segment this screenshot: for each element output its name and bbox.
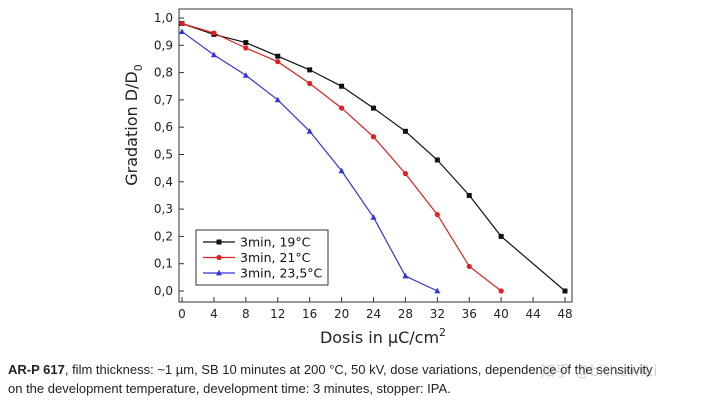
caption-line-1-text: , film thickness: ~1 µm, SB 10 minutes a… — [64, 362, 653, 377]
data-point — [179, 28, 185, 35]
x-tick-label: 44 — [525, 307, 540, 321]
data-point — [338, 105, 345, 111]
y-tick-label: 1,0 — [154, 11, 173, 25]
y-tick-label: 0,1 — [154, 257, 173, 271]
series-layer — [179, 20, 568, 294]
legend-item: 3min, 23,5°C — [203, 266, 323, 281]
figure-caption: AR-P 617, film thickness: ~1 µm, SB 10 m… — [8, 360, 714, 398]
legend-label: 3min, 21°C — [240, 250, 311, 265]
y-tick-label: 0,8 — [154, 66, 173, 80]
x-tick-label: 48 — [557, 307, 572, 321]
data-point — [402, 171, 409, 177]
x-axis-title-unit: μC/cm — [388, 328, 439, 347]
legend-marker — [216, 239, 222, 245]
data-point — [338, 167, 345, 174]
data-point — [275, 53, 281, 59]
data-point — [274, 96, 281, 103]
gradation-chart: 0 4 8 12 16 20 24 28 32 36 40 44 48 0,00,10,20,30,40… — [122, 8, 573, 347]
data-point — [434, 157, 440, 163]
x-tick-label: 24 — [366, 307, 381, 321]
data-point — [242, 72, 249, 78]
x-tick-label: 28 — [398, 307, 413, 321]
y-tick-label: 0,6 — [154, 120, 173, 134]
y-axis: 0,0 0,1 0,2 0,3 0,4 0,5 0,6 0,7 0,8 0,9 1,0 — [154, 11, 184, 298]
data-point — [370, 214, 377, 220]
x-tick-label: 4 — [210, 307, 218, 321]
data-point — [402, 272, 409, 279]
x-tick-label: 32 — [430, 307, 445, 321]
legend-marker — [216, 269, 222, 276]
y-tick-label: 0,2 — [154, 229, 173, 243]
y-axis-title: Gradation D/D0 — [122, 64, 145, 186]
legend-item: 3min, 21°C — [203, 250, 311, 265]
legend-marker — [216, 254, 222, 261]
data-point — [275, 59, 281, 65]
y-tick-label: 0,4 — [154, 175, 173, 189]
data-point — [434, 287, 441, 294]
x-tick-label: 0 — [178, 307, 186, 321]
y-tick-label: 0,7 — [154, 93, 173, 107]
data-point — [498, 288, 504, 294]
x-axis: 0 4 8 12 16 20 24 28 32 36 40 44 48 — [178, 297, 573, 321]
x-tick-label: 40 — [494, 307, 509, 321]
legend-item: 3min, 19°C — [203, 235, 311, 250]
legend-label: 3min, 23,5°C — [240, 266, 323, 281]
x-tick-label: 20 — [334, 307, 349, 321]
y-axis-title-sub: 0 — [132, 64, 145, 71]
x-axis-title-main: Dosis in — [320, 328, 388, 347]
y-tick-label: 0,3 — [154, 202, 173, 216]
data-point — [371, 105, 376, 111]
y-tick-label: 0,5 — [154, 148, 173, 162]
data-point — [498, 233, 504, 239]
data-point — [243, 45, 249, 51]
data-point — [243, 40, 249, 46]
x-axis-title-exp: 2 — [439, 326, 446, 339]
data-point — [211, 30, 217, 36]
data-point — [179, 20, 185, 27]
series-3 — [179, 28, 441, 294]
plot-frame — [178, 8, 573, 303]
x-tick-label: 12 — [270, 307, 285, 321]
data-point — [307, 80, 313, 87]
data-point — [307, 67, 313, 73]
y-tick-label: 0,9 — [154, 38, 173, 52]
x-tick-label: 36 — [462, 307, 477, 321]
data-point — [562, 288, 568, 294]
caption-line-2: on the development temperature, developm… — [8, 381, 451, 396]
y-axis-title-main: Gradation D/D — [122, 71, 141, 186]
caption-product: AR-P 617 — [8, 362, 65, 377]
series-2 — [179, 20, 504, 294]
data-point — [466, 192, 472, 198]
data-point — [306, 128, 313, 134]
legend-label: 3min, 19°C — [240, 235, 311, 250]
x-tick-label: 16 — [302, 307, 317, 321]
data-point — [402, 128, 408, 134]
caption-line-1: AR-P 617, film thickness: ~1 µm, SB 10 m… — [8, 360, 714, 379]
y-tick-label: 0,0 — [154, 284, 173, 298]
x-tick-label: 8 — [242, 307, 250, 321]
data-point — [434, 211, 440, 218]
data-point — [466, 263, 472, 270]
x-axis-title: Dosis in μC/cm2 — [320, 326, 446, 347]
data-point — [339, 83, 345, 89]
series-line — [181, 22, 566, 292]
data-point — [210, 51, 217, 58]
data-point — [370, 134, 377, 140]
